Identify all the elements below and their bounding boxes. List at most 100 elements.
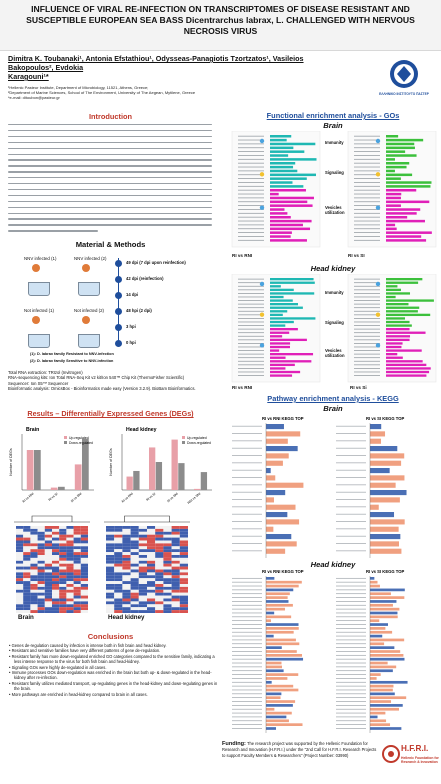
kegg-panel-title: RI vs RNI KEGG TOP [262,416,304,421]
heatmap-cell [114,546,123,550]
virus-icon [32,264,40,272]
go-bar [270,185,304,188]
kegg-bar [266,588,294,592]
heatmap-cell [171,584,180,587]
go-term-line [238,318,264,319]
heatmap-cell [163,569,172,573]
heatmap-cell [179,592,188,596]
kegg-term-line [232,604,262,606]
kegg-bar [266,615,292,619]
kegg-term-line [336,697,366,699]
kegg-term-line [336,716,366,718]
heatmap-cell [80,569,88,573]
heatmap-cell [130,584,139,587]
heatmap-cell [130,601,139,605]
heatmap-cell [179,607,188,611]
kegg-bar [370,603,393,607]
heatmap-cell [138,549,147,553]
kegg-term-line [336,499,366,500]
heatmap-cell [44,581,52,584]
hfri-logo: H.F.R.I. Hellenic Foundation for Researc… [381,742,439,780]
heatmap-cell [80,549,88,553]
heatmap-cell [171,578,180,582]
kegg-term-line [232,499,262,500]
go-term-line [354,325,380,326]
kegg-bar [370,704,403,707]
heatmap-cell [30,595,38,599]
go-term-line [238,216,264,218]
heatmap-cell [44,528,52,532]
kegg-bar [266,704,293,707]
go-bar [386,185,431,188]
heatmap-cell [66,549,74,553]
kegg-bar [266,627,299,630]
go-term-line [238,232,264,233]
heatmap-cell [16,528,24,532]
heatmap-cell [155,546,164,550]
category-icon [259,172,265,177]
heatmap-cell [155,595,164,599]
go-term-line [354,314,380,316]
kegg-bar [370,711,386,715]
heatmap-cell [52,610,60,613]
go-term-line [238,155,264,156]
heatmap-cell [122,557,131,561]
go-term-line [354,278,380,280]
heatmap-cell [130,589,139,593]
heatmap-cell [163,578,172,582]
heatmap-cell [179,563,188,567]
heatmap-cell [52,569,60,573]
go-bar [386,219,425,223]
heatmap-cell [138,555,147,558]
go-bar [386,150,406,153]
heatmap-cell [138,601,147,605]
heatmap-cell [66,572,74,576]
go-term-line [354,139,380,141]
heatmap-cell [16,526,24,529]
go-term-line [238,364,264,366]
go-bar [386,335,411,338]
kegg-bar [266,482,304,488]
kegg-term-line [336,685,366,687]
kegg-term-line [336,577,366,579]
kegg-bar [266,468,271,474]
heatmap-cell [122,581,131,584]
go-term-line [238,314,264,316]
heatmap-cell [73,560,81,564]
heatmap-cell [179,586,188,590]
heatmap-cell [52,549,60,553]
kegg-bar [266,623,299,626]
heatmap-cell [73,578,81,582]
heatmap-cell [59,604,67,608]
go-term-line [354,346,380,348]
affiliation-2: ²Department of Marine Sciences, School o… [8,90,196,96]
chart-title: Head kidney [126,427,157,433]
heatmap-cell [44,572,52,576]
heatmap-cell [30,534,38,538]
go-bar [386,292,411,295]
go-term-line [238,185,264,187]
go-term-line [354,220,380,222]
heatmap-cell [179,526,188,529]
heatmap-cell [171,549,180,553]
go-heading: Functional enrichment analysis - GOs [266,111,400,120]
heatmap-cell [16,607,24,611]
kegg-bar [370,661,388,665]
tick-label: RI vs SI [48,492,59,502]
heatmap-cell [16,581,24,584]
kegg-term-line [232,506,262,508]
heatmap-cell [179,610,188,613]
go-bar [386,310,418,313]
kegg-term-line [232,643,262,645]
heatmap-cell [138,607,147,611]
heatmap-cell [30,546,38,550]
heatmap-cell [179,566,188,570]
kegg-brain-panels: RI vs RNI KEGG TOP RI vs SI KEGG TOP [232,416,407,558]
virus-icon [32,316,40,324]
intro-heading: Introduction [88,112,133,121]
go-term-line [238,371,264,373]
category-icon [375,172,381,177]
heatmap-cell [130,604,139,608]
kegg-bar [370,497,400,503]
heatmap-cell [155,540,164,544]
